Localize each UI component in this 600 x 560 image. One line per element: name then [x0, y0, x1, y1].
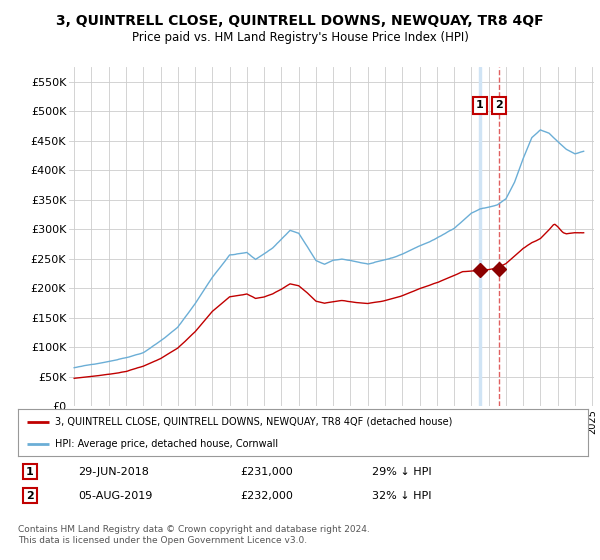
Text: 3, QUINTRELL CLOSE, QUINTRELL DOWNS, NEWQUAY, TR8 4QF: 3, QUINTRELL CLOSE, QUINTRELL DOWNS, NEW…	[56, 14, 544, 28]
Text: 2: 2	[26, 491, 34, 501]
Text: 1: 1	[26, 466, 34, 477]
Text: £231,000: £231,000	[240, 466, 293, 477]
Text: 29% ↓ HPI: 29% ↓ HPI	[372, 466, 431, 477]
Text: 1: 1	[476, 100, 484, 110]
Text: 3, QUINTRELL CLOSE, QUINTRELL DOWNS, NEWQUAY, TR8 4QF (detached house): 3, QUINTRELL CLOSE, QUINTRELL DOWNS, NEW…	[55, 417, 452, 427]
Bar	[479, 67, 481, 406]
Text: HPI: Average price, detached house, Cornwall: HPI: Average price, detached house, Corn…	[55, 438, 278, 449]
Text: £232,000: £232,000	[240, 491, 293, 501]
Text: 29-JUN-2018: 29-JUN-2018	[78, 466, 149, 477]
Text: Contains HM Land Registry data © Crown copyright and database right 2024.
This d: Contains HM Land Registry data © Crown c…	[18, 525, 370, 545]
Text: 05-AUG-2019: 05-AUG-2019	[78, 491, 152, 501]
Text: Price paid vs. HM Land Registry's House Price Index (HPI): Price paid vs. HM Land Registry's House …	[131, 31, 469, 44]
Text: 32% ↓ HPI: 32% ↓ HPI	[372, 491, 431, 501]
Text: 2: 2	[495, 100, 503, 110]
